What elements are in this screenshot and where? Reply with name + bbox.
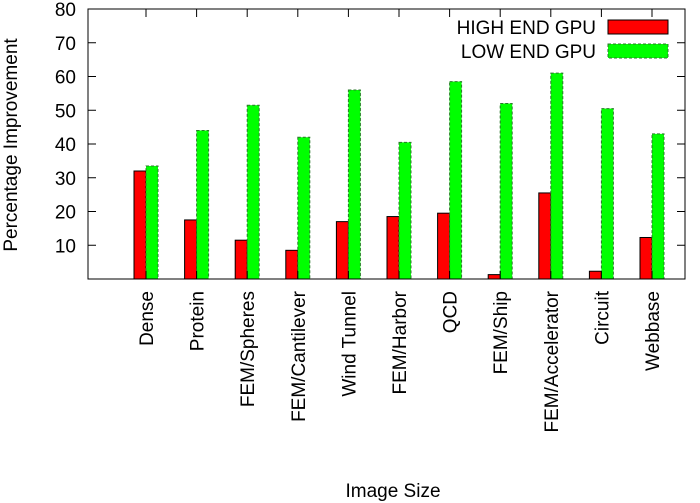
legend-label-1: LOW END GPU — [461, 42, 596, 63]
y-tick-label-0: 10 — [55, 236, 76, 257]
bar-high-end-5 — [386, 216, 400, 280]
y-axis-title: Percentage Improvement — [1, 38, 22, 252]
bar-high-end-4 — [335, 221, 349, 280]
bar-low-end-10 — [651, 133, 665, 280]
y-tick-label-6: 70 — [55, 34, 76, 55]
category-label-4: Wind Tunnel — [339, 291, 360, 397]
x-axis-title: Image Size — [345, 481, 440, 502]
legend-label-0: HIGH END GPU — [457, 18, 596, 39]
y-tick-label-5: 60 — [55, 68, 76, 89]
category-label-5: FEM/Harbor — [390, 290, 411, 394]
category-label-2: FEM/Spheres — [238, 291, 259, 407]
y-tick-label-1: 20 — [55, 203, 76, 224]
y-tick-label-2: 30 — [55, 169, 76, 190]
y-ticks-layer: 10 20 30 40 50 60 70 80 — [55, 0, 685, 279]
bar-high-end-2 — [234, 239, 248, 280]
bar-high-end-3 — [285, 249, 299, 280]
bar-low-end-9 — [600, 108, 614, 280]
category-label-6: QCD — [441, 291, 462, 333]
bar-high-end-1 — [184, 219, 198, 280]
bar-low-end-1 — [196, 130, 210, 280]
bars-layer — [133, 72, 665, 280]
category-label-10: Webbase — [643, 291, 664, 371]
category-labels-layer: Dense Protein FEM/Spheres FEM/Cantilever Win… — [137, 290, 664, 432]
bar-low-end-5 — [398, 141, 412, 280]
y-tick-label-7: 80 — [55, 0, 76, 21]
category-label-3: FEM/Cantilever — [289, 290, 310, 422]
bar-high-end-0 — [133, 170, 147, 280]
bar-high-end-7 — [487, 274, 501, 280]
bar-high-end-8 — [538, 192, 552, 280]
legend-swatch-0 — [607, 19, 669, 35]
category-label-1: Protein — [188, 291, 209, 351]
bar-low-end-8 — [550, 72, 564, 280]
bar-low-end-4 — [347, 89, 361, 280]
bar-low-end-6 — [449, 81, 463, 280]
bar-low-end-7 — [499, 103, 513, 280]
bar-high-end-6 — [437, 212, 451, 280]
bar-high-end-9 — [588, 270, 602, 280]
y-tick-label-4: 50 — [55, 101, 76, 122]
legend-swatch-1 — [607, 43, 669, 59]
legend: HIGH END GPU LOW END GPU — [457, 18, 669, 63]
category-label-9: Circuit — [592, 290, 613, 345]
category-label-8: FEM/Accelerator — [542, 290, 563, 432]
category-label-0: Dense — [137, 291, 158, 346]
bar-low-end-0 — [145, 165, 159, 280]
bar-high-end-10 — [639, 236, 653, 280]
bar-low-end-3 — [297, 136, 311, 280]
bar-low-end-2 — [246, 104, 260, 280]
y-tick-label-3: 40 — [55, 135, 76, 156]
category-label-7: FEM/Ship — [491, 291, 512, 374]
